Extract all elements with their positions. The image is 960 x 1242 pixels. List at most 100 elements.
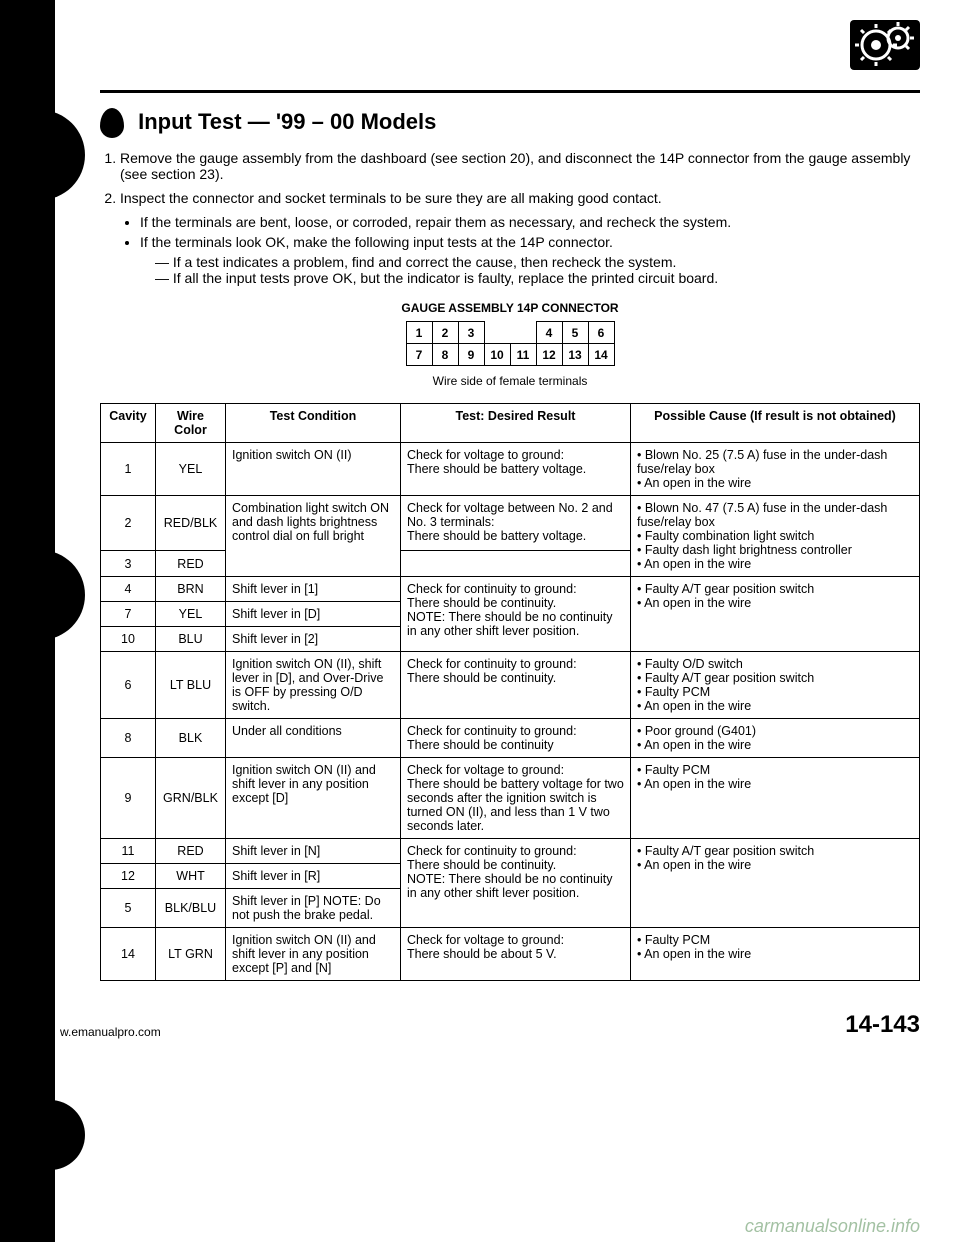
cell-cavity: 2 bbox=[101, 496, 156, 551]
cell-color: RED/BLK bbox=[156, 496, 226, 551]
bullet: If the terminals are bent, loose, or cor… bbox=[140, 214, 920, 230]
steps-list: Remove the gauge assembly from the dashb… bbox=[100, 150, 920, 206]
cell-cavity: 11 bbox=[101, 839, 156, 864]
connector-diagram: 1 2 3 4 5 6 7 8 9 10 11 12 13 14 bbox=[406, 321, 615, 366]
step: Remove the gauge assembly from the dashb… bbox=[120, 150, 920, 182]
cell-color: YEL bbox=[156, 602, 226, 627]
pin-gap bbox=[510, 322, 536, 344]
cell-condition: Shift lever in [R] bbox=[226, 864, 401, 889]
pin: 11 bbox=[510, 344, 536, 366]
cell-condition: Ignition switch ON (II) and shift lever … bbox=[226, 928, 401, 981]
cell-cause: • Faulty A/T gear position switch • An o… bbox=[631, 839, 920, 928]
cell-cavity: 12 bbox=[101, 864, 156, 889]
gear-logo-icon bbox=[850, 20, 920, 75]
wire-side-note: Wire side of female terminals bbox=[100, 374, 920, 388]
cell-color: LT GRN bbox=[156, 928, 226, 981]
cell-color: LT BLU bbox=[156, 652, 226, 719]
cell-cause: • Faulty PCM • An open in the wire bbox=[631, 758, 920, 839]
col-cavity: Cavity bbox=[101, 404, 156, 443]
cell-color: BLU bbox=[156, 627, 226, 652]
cell-color: RED bbox=[156, 839, 226, 864]
cell-condition: Combination light switch ON and dash lig… bbox=[226, 496, 401, 577]
cell-cavity: 8 bbox=[101, 719, 156, 758]
cell-cavity: 10 bbox=[101, 627, 156, 652]
cell-color: BLK bbox=[156, 719, 226, 758]
cell-cavity: 5 bbox=[101, 889, 156, 928]
pin: 7 bbox=[406, 344, 432, 366]
dash-list: If a test indicates a problem, find and … bbox=[100, 254, 920, 286]
cell-result: Check for continuity to ground: There sh… bbox=[401, 577, 631, 652]
cell-condition: Shift lever in [N] bbox=[226, 839, 401, 864]
pin: 5 bbox=[562, 322, 588, 344]
table-row: 11REDShift lever in [N]Check for continu… bbox=[101, 839, 920, 864]
page-number: 14-143 bbox=[845, 1011, 920, 1039]
table-row: 8BLKUnder all conditionsCheck for contin… bbox=[101, 719, 920, 758]
cell-condition: Ignition switch ON (II) bbox=[226, 443, 401, 496]
page-title: Input Test — '99 – 00 Models bbox=[100, 108, 920, 138]
col-result: Test: Desired Result bbox=[401, 404, 631, 443]
cell-color: BRN bbox=[156, 577, 226, 602]
cell-condition: Shift lever in [D] bbox=[226, 602, 401, 627]
cell-result: Check for voltage to ground: There shoul… bbox=[401, 443, 631, 496]
pin-gap bbox=[484, 322, 510, 344]
cell-color: BLK/BLU bbox=[156, 889, 226, 928]
bullet: If the terminals look OK, make the follo… bbox=[140, 234, 920, 250]
pin: 12 bbox=[536, 344, 562, 366]
dash-item: If a test indicates a problem, find and … bbox=[155, 254, 920, 270]
header-rule bbox=[100, 90, 920, 93]
cell-result: Check for voltage to ground: There shoul… bbox=[401, 758, 631, 839]
bullet-list: If the terminals are bent, loose, or cor… bbox=[100, 214, 920, 250]
cell-cause: • Faulty PCM • An open in the wire bbox=[631, 928, 920, 981]
page-footer: w.emanualpro.com 14-143 bbox=[0, 1001, 960, 1049]
col-wire: Wire Color bbox=[156, 404, 226, 443]
cell-condition: Shift lever in [1] bbox=[226, 577, 401, 602]
pin: 1 bbox=[406, 322, 432, 344]
connector-label: GAUGE ASSEMBLY 14P CONNECTOR bbox=[100, 301, 920, 315]
step: Inspect the connector and socket termina… bbox=[120, 190, 920, 206]
dash-item: If all the input tests prove OK, but the… bbox=[155, 270, 920, 286]
title-text: Input Test — '99 – 00 Models bbox=[138, 109, 436, 134]
cell-color: GRN/BLK bbox=[156, 758, 226, 839]
table-header-row: Cavity Wire Color Test Condition Test: D… bbox=[101, 404, 920, 443]
pin: 14 bbox=[588, 344, 614, 366]
cell-cavity: 9 bbox=[101, 758, 156, 839]
table-row: 6LT BLUIgnition switch ON (II), shift le… bbox=[101, 652, 920, 719]
cell-cavity: 6 bbox=[101, 652, 156, 719]
cell-cavity: 4 bbox=[101, 577, 156, 602]
cell-cavity: 14 bbox=[101, 928, 156, 981]
cell-cavity: 1 bbox=[101, 443, 156, 496]
cell-condition: Shift lever in [P] NOTE: Do not push the… bbox=[226, 889, 401, 928]
cell-result: Check for voltage between No. 2 and No. … bbox=[401, 496, 631, 551]
cell-cavity: 7 bbox=[101, 602, 156, 627]
cell-cause: • Blown No. 47 (7.5 A) fuse in the under… bbox=[631, 496, 920, 577]
cell-cause: • Faulty O/D switch • Faulty A/T gear po… bbox=[631, 652, 920, 719]
cell-cause: • Blown No. 25 (7.5 A) fuse in the under… bbox=[631, 443, 920, 496]
cell-condition: Ignition switch ON (II), shift lever in … bbox=[226, 652, 401, 719]
pin: 13 bbox=[562, 344, 588, 366]
pin: 8 bbox=[432, 344, 458, 366]
table-row: 4BRNShift lever in [1]Check for continui… bbox=[101, 577, 920, 602]
col-cond: Test Condition bbox=[226, 404, 401, 443]
pin: 2 bbox=[432, 322, 458, 344]
table-row: 9GRN/BLKIgnition switch ON (II) and shif… bbox=[101, 758, 920, 839]
cell-color: RED bbox=[156, 551, 226, 577]
table-row: 2RED/BLKCombination light switch ON and … bbox=[101, 496, 920, 551]
pin: 9 bbox=[458, 344, 484, 366]
table-row: 1YELIgnition switch ON (II)Check for vol… bbox=[101, 443, 920, 496]
side-tab-bot bbox=[35, 1100, 85, 1170]
cell-condition: Ignition switch ON (II) and shift lever … bbox=[226, 758, 401, 839]
footer-left: w.emanualpro.com bbox=[60, 1025, 161, 1039]
droplet-icon bbox=[100, 108, 124, 138]
cell-result: Check for voltage to ground: There shoul… bbox=[401, 928, 631, 981]
cell-result: Check for continuity to ground: There sh… bbox=[401, 652, 631, 719]
pin: 10 bbox=[484, 344, 510, 366]
cell-color: WHT bbox=[156, 864, 226, 889]
pin: 4 bbox=[536, 322, 562, 344]
col-cause: Possible Cause (If result is not obtaine… bbox=[631, 404, 920, 443]
watermark: carmanualsonline.info bbox=[745, 1216, 920, 1237]
cell-cavity: 3 bbox=[101, 551, 156, 577]
cell-result: Check for continuity to ground: There sh… bbox=[401, 719, 631, 758]
cell-cause: • Poor ground (G401) • An open in the wi… bbox=[631, 719, 920, 758]
table-row: 14LT GRNIgnition switch ON (II) and shif… bbox=[101, 928, 920, 981]
pin: 3 bbox=[458, 322, 484, 344]
